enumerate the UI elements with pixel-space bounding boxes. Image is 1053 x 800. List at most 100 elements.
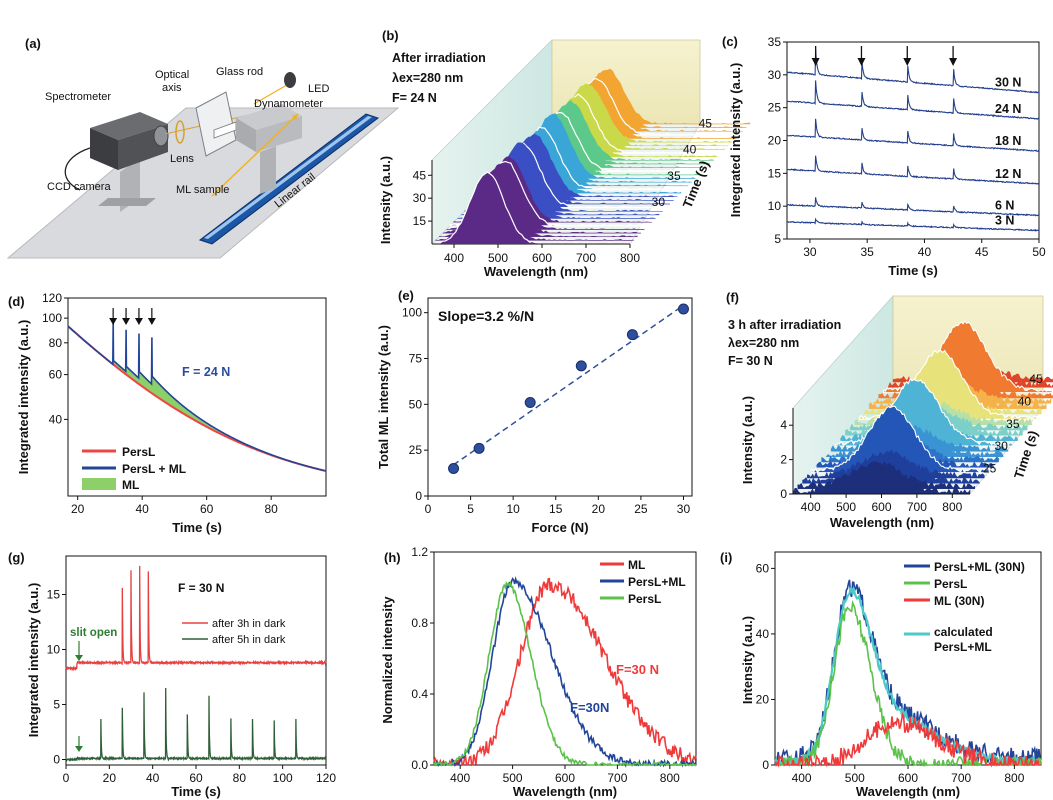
- h-x-tick-label: 600: [555, 771, 575, 785]
- chart-b-zlabel: Time (s): [680, 159, 712, 211]
- panel-label-c: (c): [722, 34, 738, 49]
- chart-b-y-tick-label: 15: [413, 214, 427, 228]
- h-y-tick-label: 0.8: [411, 616, 428, 630]
- i-x-tick-label: 600: [898, 771, 918, 785]
- chart-d-frame: [67, 297, 327, 497]
- chart-b-annotation-3: F= 24 N: [392, 91, 437, 105]
- legend-i-calculated-line1: calculated: [934, 625, 993, 639]
- chart-c-series-label: 18 N: [995, 134, 1021, 148]
- chart-c-series-labels: 3 N6 N 12 N 18 N 24 N 30 N: [995, 76, 1021, 228]
- chart-h-annotation-persl-ml: F=30N: [570, 700, 609, 715]
- c-x-tick-label: 35: [861, 245, 875, 259]
- chart-c-series-label: 6 N: [995, 198, 1014, 212]
- chart-g-lines: [65, 565, 327, 762]
- legend-g-3h: after 3h in dark: [212, 618, 286, 630]
- label-led: LED: [308, 83, 329, 95]
- setup-illustration: Spectrometer Optical axis Glass rod LED …: [6, 66, 400, 259]
- e-x-tick-label: 5: [467, 502, 474, 516]
- legend-d-ml-swatch: [82, 478, 116, 490]
- chart-e-frame: [427, 297, 693, 497]
- chart-h-annotation-ml: F=30 N: [616, 662, 659, 677]
- chart-b-xlabel: Wavelength (nm): [484, 264, 588, 279]
- e-x-tick-label: 20: [592, 502, 606, 516]
- chart-f-annotation-3: F= 30 N: [728, 354, 773, 368]
- i-y-tick-label: 20: [756, 692, 770, 706]
- chart-b-x-tick-label: 400: [444, 251, 464, 265]
- panel-label-a: (a): [25, 36, 41, 51]
- chart-f-spectrum: [811, 405, 990, 474]
- chart-e-annotation: Slope=3.2 %/N: [438, 308, 534, 324]
- chart-e-point: [524, 397, 536, 408]
- chart-c-y-ticks: 5 10 15 20 25 30 35: [768, 35, 787, 246]
- chart-d-x-tick-label: 20: [71, 502, 85, 516]
- chart-g: 0 20 40 60 80 100 120 0 5 10 15 F = 30 N after 3h…: [26, 555, 336, 799]
- chart-e-point: [448, 463, 460, 474]
- chart-b-annotation-2: λex=280 nm: [392, 71, 463, 85]
- i-x-tick-label: 700: [951, 771, 971, 785]
- chart-h-y-ticks: 0.0 0.4 0.8 1.2: [411, 545, 434, 772]
- c-x-tick-label: 50: [1032, 245, 1046, 259]
- chart-c: 30 35 40 45 50 5 10 15 20 25 30 35 3 N6 N 12 N 18 N 2…: [728, 35, 1046, 278]
- g-x-tick-label: 100: [273, 771, 293, 785]
- chart-c-series-line: [786, 118, 1040, 152]
- chart-b-annotation-1: After irradiation: [392, 51, 486, 65]
- g-x-tick-label: 0: [63, 771, 70, 785]
- g-y-tick-label: 0: [53, 753, 60, 767]
- chart-i-xlabel: Wavelength (nm): [856, 784, 960, 799]
- chart-c-x-ticks: 30 35 40 45 50: [803, 239, 1046, 259]
- chart-d-arrowhead: [109, 318, 118, 325]
- e-x-tick-label: 0: [425, 502, 432, 516]
- legend-h-persl: PersL: [628, 592, 661, 606]
- chart-e-xlabel: Force (N): [531, 520, 588, 535]
- chart-d-lines: [67, 321, 327, 472]
- chart-b-x-tick-label: 800: [620, 251, 640, 265]
- e-x-tick-label: 15: [549, 502, 563, 516]
- c-x-tick-label: 45: [975, 245, 989, 259]
- chart-f-xlabel: Wavelength (nm): [830, 515, 934, 530]
- e-x-tick-label: 30: [677, 502, 691, 516]
- chart-d-y-tick-label: 100: [42, 311, 62, 325]
- c-y-tick-label: 5: [774, 232, 781, 246]
- chart-f-y-ticks: 0 2 4: [780, 418, 793, 501]
- chart-h-series-line: [433, 580, 697, 767]
- chart-f-z-tick-label: 25: [983, 462, 997, 476]
- chart-d-x-tick-label: 60: [200, 502, 214, 516]
- chart-g-series-line: [65, 687, 327, 762]
- chart-i-ylabel: Intensity (a.u.): [740, 616, 755, 704]
- chart-f-annotation-1: 3 h after irradiation: [728, 318, 841, 332]
- panel-label-f: (f): [726, 290, 739, 305]
- e-x-tick-label: 10: [506, 502, 520, 516]
- chart-e-point: [575, 360, 587, 372]
- spectrometer-lens-barrel: [153, 125, 169, 147]
- chart-c-series-line: [786, 155, 1040, 185]
- g-x-tick-label: 120: [316, 771, 336, 785]
- chart-f-x-tick-label: 700: [907, 500, 927, 514]
- chart-b-y-tick-label: 45: [413, 168, 427, 182]
- chart-e-y-ticks: 0 25 50 75 100: [402, 306, 428, 503]
- chart-f: 400 500 600 700 800 0 2 4 25 30 35 40 45 Wavelengt…: [728, 294, 1053, 530]
- spectrometer-front: [90, 128, 118, 170]
- h-y-tick-label: 0.0: [411, 758, 428, 772]
- h-x-tick-label: 700: [607, 771, 627, 785]
- dynamometer-stand: [260, 146, 276, 194]
- chart-d-y-tick-label: 80: [49, 336, 63, 350]
- chart-f-z-tick-label: 40: [1018, 394, 1032, 408]
- chart-d-annotation: F = 24 N: [182, 365, 230, 379]
- chart-b-z-tick-label: 45: [699, 117, 713, 131]
- chart-b-ylabel: Intensity (a.u.): [378, 156, 393, 244]
- chart-f-y-tick-label: 2: [780, 453, 787, 467]
- dynamometer-front: [236, 118, 256, 152]
- chart-i-y-ticks: 0 20 40 60: [756, 561, 775, 772]
- i-x-tick-label: 400: [792, 771, 812, 785]
- dynamometer-top: [236, 104, 302, 130]
- chart-c-xlabel: Time (s): [888, 263, 938, 278]
- chart-d-ml-area: [68, 326, 326, 471]
- g-y-tick-label: 10: [47, 643, 61, 657]
- chart-g-xlabel: Time (s): [171, 784, 221, 799]
- chart-c-arrows: [811, 46, 958, 66]
- chart-h-x-ticks: 400 500 600 700 800: [450, 765, 680, 785]
- led: [284, 72, 296, 88]
- i-x-tick-label: 800: [1004, 771, 1024, 785]
